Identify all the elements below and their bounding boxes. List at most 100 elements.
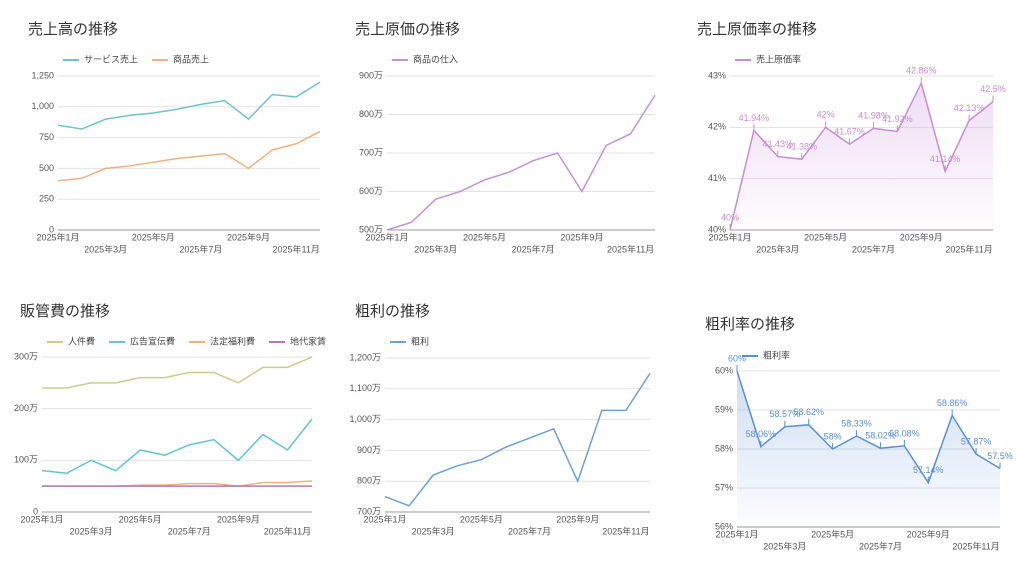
data-label: 41.38% bbox=[786, 142, 817, 152]
y-tick-label: 100万 bbox=[14, 455, 38, 465]
data-label: 42.86% bbox=[906, 66, 937, 76]
y-tick-label: 58% bbox=[715, 443, 733, 453]
x-tick-label: 2025年1月 bbox=[20, 513, 63, 524]
series-line bbox=[729, 81, 994, 231]
legend-label: 粗利率 bbox=[763, 349, 790, 360]
legend-label: 法定福利費 bbox=[210, 335, 255, 346]
x-tick-label: 2025年9月 bbox=[556, 513, 599, 524]
y-tick-label: 59% bbox=[715, 404, 733, 414]
y-tick-label: 43% bbox=[708, 70, 726, 80]
x-tick-label: 2025年3月 bbox=[84, 243, 127, 254]
x-tick-label: 2025年1月 bbox=[365, 231, 408, 242]
data-label: 41.67% bbox=[834, 127, 865, 137]
x-tick-label: 2025年7月 bbox=[859, 540, 902, 551]
chart-title: 売上高の推移 bbox=[28, 21, 118, 38]
chart-panel: 粗利率の推移 56% 57% 58% 59% 60% 2025年1月 2025年3月 2025年… bbox=[705, 316, 1013, 551]
area-fill bbox=[737, 371, 1000, 527]
series-line bbox=[384, 372, 651, 507]
y-tick-label: 0 bbox=[33, 506, 38, 516]
chart-title: 販管費の推移 bbox=[20, 303, 110, 320]
series-line bbox=[41, 418, 313, 475]
y-tick-label: 1,000万 bbox=[349, 414, 381, 424]
y-tick-label: 56% bbox=[715, 521, 733, 531]
chart-panel: 売上高の推移 0 250 500 750 1,000 1,250 2025年1月 2025年3月… bbox=[28, 21, 321, 254]
chart-panel: 粗利の推移 700万 800万 900万 1,000万 1,100万 1,200万 2025年… bbox=[349, 303, 651, 536]
legend-label: 地代家賃 bbox=[290, 335, 326, 346]
y-tick-label: 750 bbox=[39, 132, 54, 142]
y-tick-label: 250 bbox=[39, 194, 54, 204]
x-tick-label: 2025年9月 bbox=[217, 513, 260, 524]
legend-label: 広告宣伝費 bbox=[130, 335, 175, 346]
y-tick-label: 500 bbox=[39, 163, 54, 173]
x-tick-label: 2025年3月 bbox=[414, 243, 457, 254]
x-tick-label: 2025年7月 bbox=[852, 243, 895, 254]
y-tick-label: 900万 bbox=[357, 445, 381, 455]
y-tick-label: 300万 bbox=[14, 351, 38, 361]
y-tick-label: 900万 bbox=[359, 70, 383, 80]
data-label: 40% bbox=[721, 212, 739, 222]
x-tick-label: 2025年5月 bbox=[804, 231, 847, 242]
data-label: 58.62% bbox=[793, 407, 824, 417]
series-line bbox=[57, 81, 321, 130]
x-tick-label: 2025年5月 bbox=[811, 528, 854, 539]
x-tick-label: 2025年3月 bbox=[412, 525, 455, 536]
chart-panel: 売上原価率の推移 40% 41% 42% 43% 2025年1月 2025年3月 2025年5… bbox=[697, 21, 1006, 254]
data-label: 58.06% bbox=[746, 429, 777, 439]
chart-title: 売上原価率の推移 bbox=[697, 21, 817, 38]
x-tick-label: 2025年9月 bbox=[227, 231, 270, 242]
area-fill bbox=[730, 83, 993, 230]
x-tick-label: 2025年5月 bbox=[132, 231, 175, 242]
x-tick-label: 2025年3月 bbox=[763, 540, 806, 551]
x-tick-label: 2025年11月 bbox=[602, 525, 649, 536]
x-tick-label: 2025年11月 bbox=[952, 540, 999, 551]
x-tick-label: 2025年7月 bbox=[512, 243, 555, 254]
data-label: 41.94% bbox=[739, 113, 770, 123]
y-tick-label: 57% bbox=[715, 482, 733, 492]
data-label: 58.33% bbox=[841, 419, 872, 429]
y-tick-label: 42% bbox=[708, 122, 726, 132]
series-line bbox=[42, 480, 313, 487]
x-tick-label: 2025年11月 bbox=[607, 243, 654, 254]
chart-title: 粗利の推移 bbox=[355, 303, 430, 320]
y-tick-label: 1,000 bbox=[31, 101, 54, 111]
y-tick-label: 1,250 bbox=[31, 70, 54, 80]
x-tick-label: 2025年7月 bbox=[508, 525, 551, 536]
x-tick-label: 2025年9月 bbox=[907, 528, 950, 539]
data-label: 57.5% bbox=[987, 451, 1013, 461]
chart-panel: 売上原価の推移 500万 600万 700万 800万 900万 2025年1月 2025年3… bbox=[355, 21, 656, 254]
y-tick-label: 40% bbox=[708, 224, 726, 234]
y-tick-label: 200万 bbox=[14, 403, 38, 413]
legend-label: 商品売上 bbox=[173, 53, 209, 64]
chart-title: 売上原価の推移 bbox=[355, 21, 460, 38]
x-tick-label: 2025年5月 bbox=[460, 513, 503, 524]
data-label: 58% bbox=[824, 431, 842, 441]
y-tick-label: 1,100万 bbox=[349, 383, 381, 393]
series-line bbox=[386, 94, 656, 231]
chart-title: 粗利率の推移 bbox=[705, 316, 795, 333]
x-tick-label: 2025年3月 bbox=[70, 525, 113, 536]
x-tick-label: 2025年1月 bbox=[36, 231, 79, 242]
x-tick-label: 2025年1月 bbox=[715, 528, 758, 539]
x-tick-label: 2025年7月 bbox=[179, 243, 222, 254]
y-tick-label: 800万 bbox=[357, 476, 381, 486]
y-tick-label: 800万 bbox=[359, 109, 383, 119]
legend-label: サービス売上 bbox=[84, 53, 138, 64]
x-tick-label: 2025年1月 bbox=[363, 513, 406, 524]
y-tick-label: 41% bbox=[708, 173, 726, 183]
data-label: 57.87% bbox=[961, 436, 992, 446]
data-label: 41.98% bbox=[858, 111, 889, 121]
x-tick-label: 2025年1月 bbox=[708, 231, 751, 242]
series-line bbox=[736, 370, 1001, 485]
data-label: 58.08% bbox=[889, 428, 920, 438]
y-tick-label: 700万 bbox=[359, 147, 383, 157]
y-tick-label: 0 bbox=[49, 224, 54, 234]
x-tick-label: 2025年9月 bbox=[560, 231, 603, 242]
x-tick-label: 2025年11月 bbox=[272, 243, 319, 254]
y-tick-label: 700万 bbox=[357, 506, 381, 516]
data-label: 58.57% bbox=[770, 409, 801, 419]
legend-label: 粗利 bbox=[411, 335, 429, 346]
chart-panel: 販管費の推移 0 100万 200万 300万 2025年1月 2025年3月 2025年5月… bbox=[14, 303, 326, 536]
series-line bbox=[42, 356, 313, 389]
y-tick-label: 1,200万 bbox=[349, 352, 381, 362]
